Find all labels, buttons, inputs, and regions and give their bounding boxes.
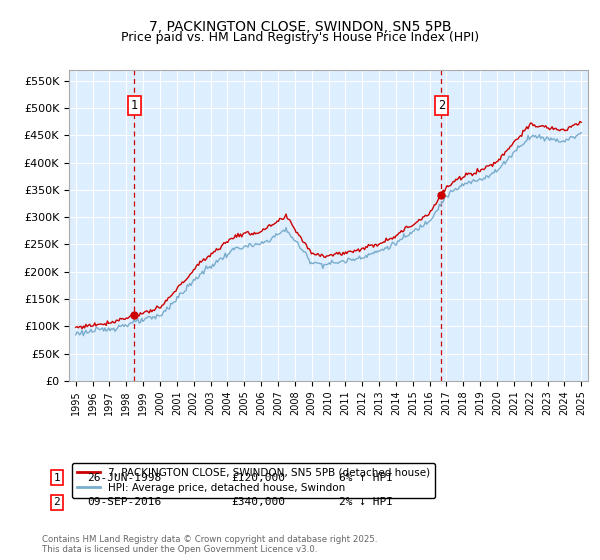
Text: 1: 1 <box>53 473 61 483</box>
Text: £120,000: £120,000 <box>231 473 285 483</box>
Text: Contains HM Land Registry data © Crown copyright and database right 2025.
This d: Contains HM Land Registry data © Crown c… <box>42 535 377 554</box>
Text: 7, PACKINGTON CLOSE, SWINDON, SN5 5PB: 7, PACKINGTON CLOSE, SWINDON, SN5 5PB <box>149 20 451 34</box>
Text: 1: 1 <box>131 99 138 112</box>
Text: 2: 2 <box>437 99 445 112</box>
Text: 6% ↑ HPI: 6% ↑ HPI <box>339 473 393 483</box>
Text: 2: 2 <box>53 497 61 507</box>
Text: 2% ↓ HPI: 2% ↓ HPI <box>339 497 393 507</box>
Text: 26-JUN-1998: 26-JUN-1998 <box>87 473 161 483</box>
Text: £340,000: £340,000 <box>231 497 285 507</box>
Text: Price paid vs. HM Land Registry's House Price Index (HPI): Price paid vs. HM Land Registry's House … <box>121 31 479 44</box>
Legend: 7, PACKINGTON CLOSE, SWINDON, SN5 5PB (detached house), HPI: Average price, deta: 7, PACKINGTON CLOSE, SWINDON, SN5 5PB (d… <box>71 463 436 498</box>
Text: 09-SEP-2016: 09-SEP-2016 <box>87 497 161 507</box>
